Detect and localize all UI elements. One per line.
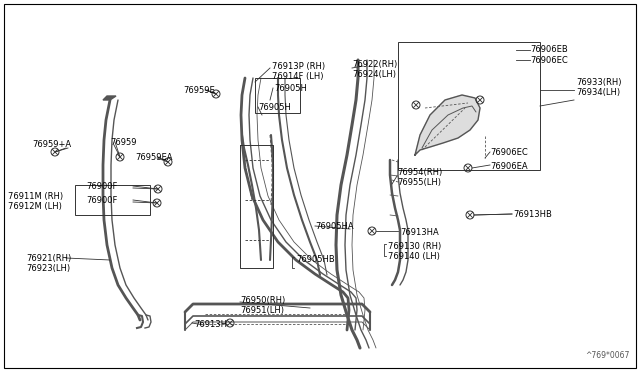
Text: 76906EC: 76906EC — [530, 56, 568, 65]
Polygon shape — [103, 96, 116, 100]
Text: 76959EA: 76959EA — [135, 153, 173, 162]
Bar — [75, 185, 150, 215]
Text: 76900F: 76900F — [86, 196, 117, 205]
Text: 76913H: 76913H — [194, 320, 227, 329]
Text: 76906EC: 76906EC — [490, 148, 528, 157]
Text: 76906EB: 76906EB — [530, 45, 568, 54]
Text: 76959+A: 76959+A — [32, 140, 71, 149]
Text: 769130 (RH)
769140 (LH): 769130 (RH) 769140 (LH) — [388, 242, 441, 262]
Text: 76959E: 76959E — [183, 86, 215, 95]
Polygon shape — [415, 95, 480, 155]
Bar — [398, 42, 540, 170]
Text: 76913P (RH)
76914F (LH): 76913P (RH) 76914F (LH) — [272, 62, 325, 81]
Text: 76905HA: 76905HA — [315, 222, 354, 231]
Text: 76911M (RH)
76912M (LH): 76911M (RH) 76912M (LH) — [8, 192, 63, 211]
Text: 76950(RH)
76951(LH): 76950(RH) 76951(LH) — [240, 296, 285, 315]
Text: 76913HA: 76913HA — [400, 228, 439, 237]
Text: 76905HB: 76905HB — [296, 255, 335, 264]
Bar — [255, 78, 300, 113]
Text: 76913HB: 76913HB — [513, 210, 552, 219]
Text: 76906EA: 76906EA — [490, 162, 527, 171]
Text: 76905H: 76905H — [274, 84, 307, 93]
Text: 76905H: 76905H — [258, 103, 291, 112]
Text: 76954(RH)
76955(LH): 76954(RH) 76955(LH) — [397, 168, 442, 187]
Text: 76922(RH)
76924(LH): 76922(RH) 76924(LH) — [352, 60, 397, 79]
Text: 76921(RH)
76923(LH): 76921(RH) 76923(LH) — [26, 254, 71, 273]
Text: 76933(RH)
76934(LH): 76933(RH) 76934(LH) — [576, 78, 621, 97]
Text: ^769*0067: ^769*0067 — [586, 351, 630, 360]
Text: 76959: 76959 — [110, 138, 136, 147]
Text: 76900F: 76900F — [86, 182, 117, 191]
